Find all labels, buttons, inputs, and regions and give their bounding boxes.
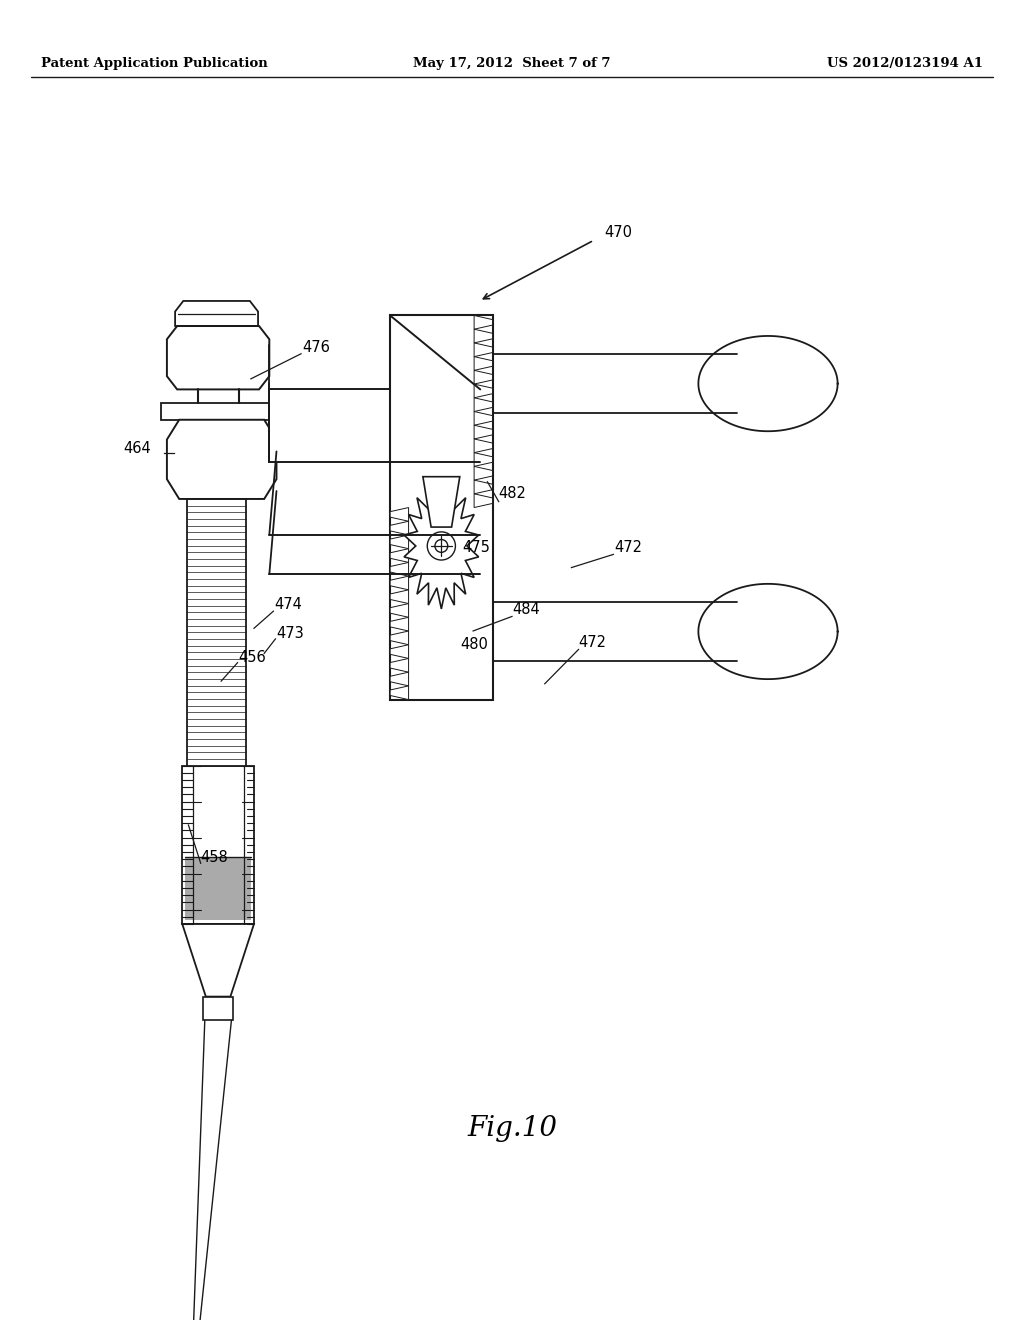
Polygon shape xyxy=(390,659,409,672)
Polygon shape xyxy=(390,618,409,631)
Polygon shape xyxy=(390,590,409,603)
Text: Patent Application Publication: Patent Application Publication xyxy=(41,57,267,70)
Text: 473: 473 xyxy=(276,626,304,642)
Polygon shape xyxy=(182,924,254,997)
Polygon shape xyxy=(474,315,493,329)
Text: US 2012/0123194 A1: US 2012/0123194 A1 xyxy=(827,57,983,70)
Polygon shape xyxy=(474,371,493,384)
Polygon shape xyxy=(390,549,409,562)
Polygon shape xyxy=(390,603,409,618)
Text: 476: 476 xyxy=(302,339,330,355)
Text: Fig.10: Fig.10 xyxy=(467,1115,557,1142)
Bar xyxy=(182,766,254,924)
Text: 464: 464 xyxy=(123,441,151,457)
Polygon shape xyxy=(474,440,493,453)
Polygon shape xyxy=(390,686,409,700)
Polygon shape xyxy=(474,397,493,412)
Polygon shape xyxy=(390,562,409,576)
Polygon shape xyxy=(474,453,493,466)
Circle shape xyxy=(435,540,447,552)
Polygon shape xyxy=(390,507,409,521)
Polygon shape xyxy=(474,329,493,343)
Polygon shape xyxy=(185,858,251,920)
Text: 480: 480 xyxy=(461,636,488,652)
Text: 475: 475 xyxy=(462,540,489,556)
Polygon shape xyxy=(474,494,493,507)
Polygon shape xyxy=(404,483,478,609)
Bar xyxy=(390,315,493,700)
Polygon shape xyxy=(390,631,409,644)
Polygon shape xyxy=(423,477,460,527)
Text: 456: 456 xyxy=(239,649,266,665)
Text: 482: 482 xyxy=(499,486,526,502)
Bar xyxy=(269,389,480,462)
Polygon shape xyxy=(167,420,276,499)
Polygon shape xyxy=(474,343,493,356)
Text: May 17, 2012  Sheet 7 of 7: May 17, 2012 Sheet 7 of 7 xyxy=(414,57,610,70)
Polygon shape xyxy=(474,356,493,371)
Polygon shape xyxy=(390,576,409,590)
Bar xyxy=(203,997,233,1020)
Polygon shape xyxy=(390,521,409,535)
Polygon shape xyxy=(175,301,258,326)
Text: 484: 484 xyxy=(512,602,540,618)
Text: 472: 472 xyxy=(614,540,642,556)
Text: 470: 470 xyxy=(604,224,632,240)
Bar xyxy=(161,403,274,420)
Polygon shape xyxy=(390,644,409,659)
Polygon shape xyxy=(167,326,269,389)
Polygon shape xyxy=(474,384,493,397)
Text: 458: 458 xyxy=(201,850,228,866)
Polygon shape xyxy=(474,425,493,440)
Polygon shape xyxy=(390,535,409,549)
Polygon shape xyxy=(390,672,409,686)
Polygon shape xyxy=(474,480,493,494)
Text: 474: 474 xyxy=(274,597,302,612)
Polygon shape xyxy=(474,412,493,425)
Circle shape xyxy=(427,532,456,560)
Text: 472: 472 xyxy=(579,635,606,651)
Polygon shape xyxy=(474,466,493,480)
